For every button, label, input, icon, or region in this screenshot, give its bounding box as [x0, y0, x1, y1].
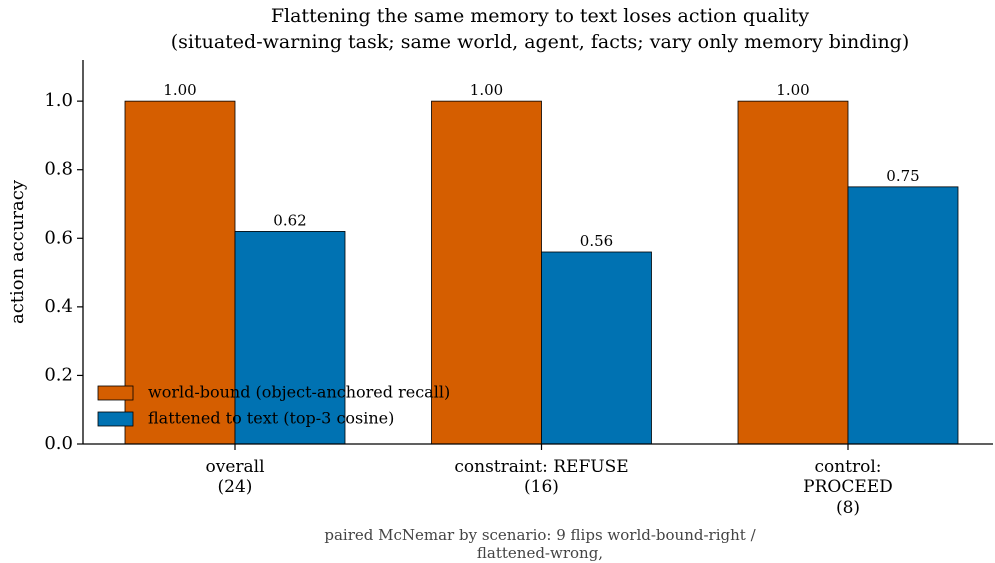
- legend-swatch: [97, 385, 134, 401]
- value-label: 1.00: [470, 81, 503, 99]
- bar: [234, 231, 346, 445]
- x-tick-label: overall (24): [205, 457, 265, 498]
- value-label: 0.56: [580, 232, 613, 250]
- value-label: 0.62: [273, 211, 306, 229]
- chart-title: Flattening the same memory to text loses…: [271, 5, 810, 27]
- chart-subtitle: (situated-warning task; same world, agen…: [171, 31, 910, 53]
- annotation: paired McNemar by scenario: 9 flips worl…: [324, 526, 756, 563]
- x-tick-label: constraint: REFUSE (16): [454, 457, 629, 498]
- bar: [737, 100, 849, 445]
- legend-swatch: [97, 411, 134, 427]
- bar: [124, 100, 236, 445]
- y-tick-label: 0.2: [44, 364, 73, 385]
- legend-label: world-bound (object-anchored recall): [148, 383, 450, 402]
- value-label: 0.75: [886, 167, 919, 185]
- y-axis-label: action accuracy: [7, 179, 28, 324]
- y-tick-label: 0.6: [44, 227, 73, 248]
- bar: [431, 100, 542, 445]
- x-tick-label: control: PROCEED (8): [803, 457, 893, 518]
- y-tick-label: 1.0: [44, 90, 73, 111]
- bar: [847, 186, 959, 445]
- bar: [541, 251, 652, 445]
- legend-label: flattened to text (top-3 cosine): [148, 409, 394, 428]
- y-tick-label: 0.8: [44, 159, 73, 180]
- value-label: 1.00: [163, 81, 196, 99]
- value-label: 1.00: [776, 81, 809, 99]
- y-tick-label: 0.4: [44, 296, 73, 317]
- y-tick-label: 0.0: [44, 433, 73, 454]
